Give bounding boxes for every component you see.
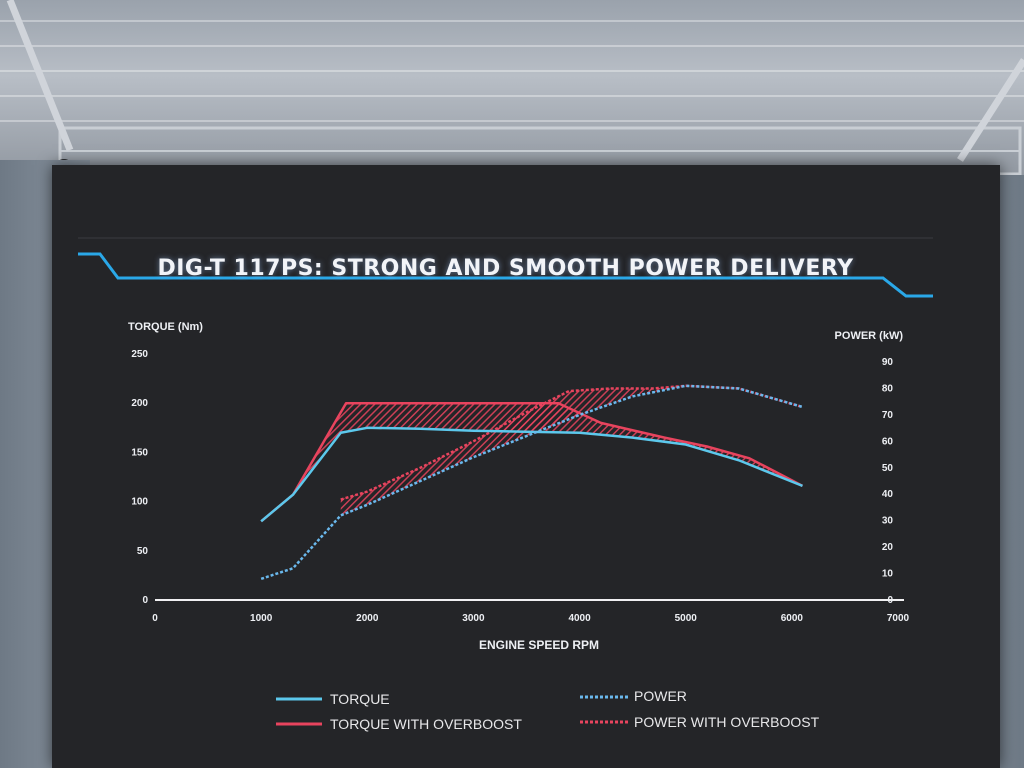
y2-axis-title: POWER (kW) [835,330,904,342]
y2-tick-label: 10 [882,569,894,580]
y-tick-label: 200 [131,398,148,409]
x-tick-label: 2000 [356,613,379,624]
y2-tick-label: 80 [882,383,894,394]
x-tick-label: 3000 [462,613,485,624]
legend-label-power-overboost: POWER WITH OVERBOOST [634,714,819,730]
x-tick-label: 6000 [781,613,804,624]
y2-tick-label: 60 [882,436,894,447]
y2-tick-label: 70 [882,410,894,421]
legend-label-power: POWER [634,688,687,704]
x-tick-label: 0 [152,613,158,624]
y2-tick-label: 50 [882,463,894,474]
y2-tick-label: 40 [882,489,894,500]
y2-tick-label: 90 [882,357,894,368]
legend-swatches-left [276,692,326,732]
x-axis-title: ENGINE SPEED RPM [479,638,599,652]
y-tick-label: 0 [142,595,148,606]
y-tick-label: 100 [131,497,148,508]
legend-swatches-right [580,689,630,729]
legend-label-torque-overboost: TORQUE WITH OVERBOOST [330,716,522,732]
legend-label-torque: TORQUE [330,691,390,707]
y-tick-label: 250 [131,349,148,360]
x-tick-label: 5000 [675,613,698,624]
y2-tick-label: 0 [887,595,893,606]
y-tick-label: 150 [131,447,148,458]
y-axis-title: TORQUE (Nm) [128,321,203,333]
y-tick-label: 50 [137,546,149,557]
x-tick-label: 7000 [887,613,910,624]
x-tick-label: 1000 [250,613,273,624]
y2-tick-label: 20 [882,542,894,553]
x-tick-label: 4000 [568,613,591,624]
y2-tick-label: 30 [882,516,894,527]
